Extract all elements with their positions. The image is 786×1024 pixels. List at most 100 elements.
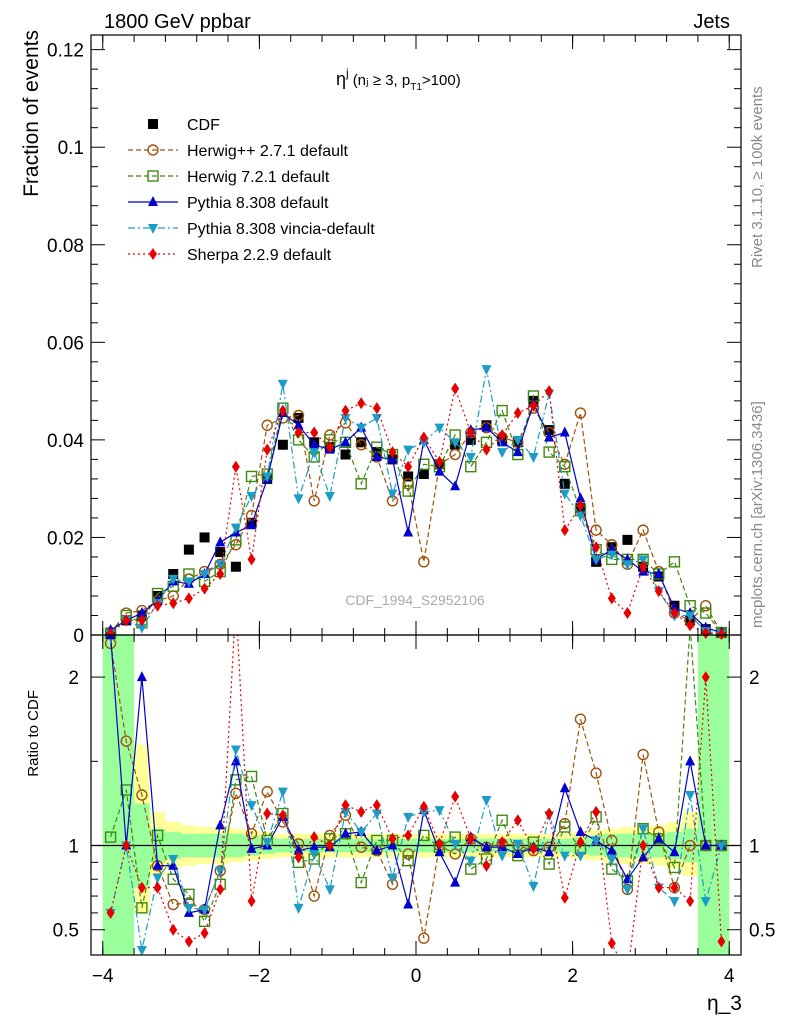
data-point (465, 434, 476, 445)
legend-marker (148, 196, 158, 206)
ratio-point (199, 905, 210, 916)
data-point (528, 452, 539, 463)
data-point (310, 426, 319, 439)
y-tick-label: 0.1 (58, 138, 84, 159)
ratio-point (576, 836, 585, 849)
ratio-point (622, 885, 633, 896)
ratio-point (152, 873, 163, 884)
ratio-point (606, 844, 617, 855)
stat-uncertainty-band (713, 635, 730, 955)
data-point (560, 524, 569, 537)
ratio-point (152, 859, 163, 870)
ratio-point (528, 881, 539, 892)
ratio-point (340, 827, 351, 838)
ratio-point (419, 800, 428, 813)
ratio-point (183, 903, 194, 914)
data-point (544, 431, 555, 442)
data-point (622, 560, 633, 571)
data-point (559, 489, 570, 500)
legend-label: Herwig++ 2.7.1 default (187, 143, 349, 160)
legend-item: Pythia 8.308 vincia-default (128, 221, 375, 238)
ratio-point (371, 844, 382, 855)
title-end: >100) (422, 72, 461, 89)
header-right: Jets (693, 11, 730, 33)
data-point (700, 607, 712, 619)
ratio-series-1 (104, 635, 728, 928)
ratio-point (451, 790, 460, 803)
data-point (450, 480, 461, 491)
ratio-point (669, 846, 680, 857)
data-point (277, 379, 288, 390)
ratio-point (309, 841, 320, 852)
ratio-point (136, 671, 147, 682)
ratio-point (418, 829, 430, 842)
ratio-point (512, 839, 523, 850)
ratio-xlabel: η_3 (707, 992, 742, 1015)
data-point (293, 412, 304, 423)
ratio-point (591, 836, 602, 847)
ratio-point (592, 805, 601, 818)
data-point (668, 556, 681, 568)
ratio-point (310, 831, 319, 844)
data-point (419, 431, 428, 444)
data-point (169, 597, 178, 610)
x-tick-label: 2 (567, 966, 578, 987)
data-point (496, 404, 508, 417)
data-point (451, 382, 460, 395)
ratio-point (388, 832, 397, 845)
legend-label: CDF (187, 117, 220, 134)
data-point (685, 611, 696, 622)
data-point (574, 407, 587, 419)
ratio-point (716, 841, 727, 852)
ratio-ylabel: Ratio to CDF (25, 690, 42, 777)
ratio-point (590, 767, 602, 779)
data-point (418, 556, 430, 568)
data-point (324, 491, 335, 502)
data-point (545, 385, 554, 398)
legend-marker (147, 144, 159, 156)
data-point (637, 524, 649, 536)
data-point (403, 526, 414, 537)
watermark: CDF_1994_S2952106 (345, 592, 485, 608)
data-point (559, 461, 571, 473)
data-point (215, 560, 226, 571)
plot-title: ηj (nⱼ ≥ 3, pT1>100) (336, 66, 461, 93)
data-point (263, 443, 272, 456)
ratio-point (340, 807, 351, 818)
ratio-point (387, 873, 398, 884)
ratio-point (465, 856, 476, 867)
ratio-point (200, 927, 209, 940)
data-point (403, 445, 414, 456)
title-sub: T1 (410, 82, 422, 93)
data-point (622, 534, 633, 545)
data-point (294, 426, 303, 439)
legend-label: Sherpa 2.2.9 default (187, 247, 332, 264)
data-point (183, 544, 194, 555)
ratio-point (247, 895, 256, 908)
ratio-point (325, 839, 334, 852)
ratio-y-tick-label-right: 0.5 (749, 921, 775, 942)
ratio-point (418, 932, 430, 944)
ratio-point (434, 806, 445, 817)
data-point (497, 448, 508, 459)
side-mcplots: mcplots.cern.ch [arXiv:1306.3436] (749, 401, 766, 628)
ratio-point (169, 923, 178, 936)
ratio-point (481, 841, 492, 852)
ratio-point (245, 770, 258, 783)
data-point (246, 491, 257, 502)
data-point (481, 365, 492, 376)
ratio-point (700, 897, 711, 908)
y-tick-label: 0.04 (47, 431, 84, 452)
legend-item: Herwig++ 2.7.1 default (128, 143, 349, 160)
data-point (136, 623, 147, 634)
ratio-series-0 (104, 637, 728, 944)
ratio-point (560, 891, 569, 904)
x-tick-label: −4 (92, 966, 114, 987)
legend: CDF Herwig++ 2.7.1 default Herwig 7.2.1 de… (128, 117, 375, 264)
ratio-point (670, 881, 679, 894)
ratio-point (355, 841, 367, 853)
ratio-point (544, 846, 555, 857)
data-point (465, 452, 476, 463)
y-tick-label: 0.06 (47, 333, 84, 354)
ratio-point (498, 836, 507, 849)
